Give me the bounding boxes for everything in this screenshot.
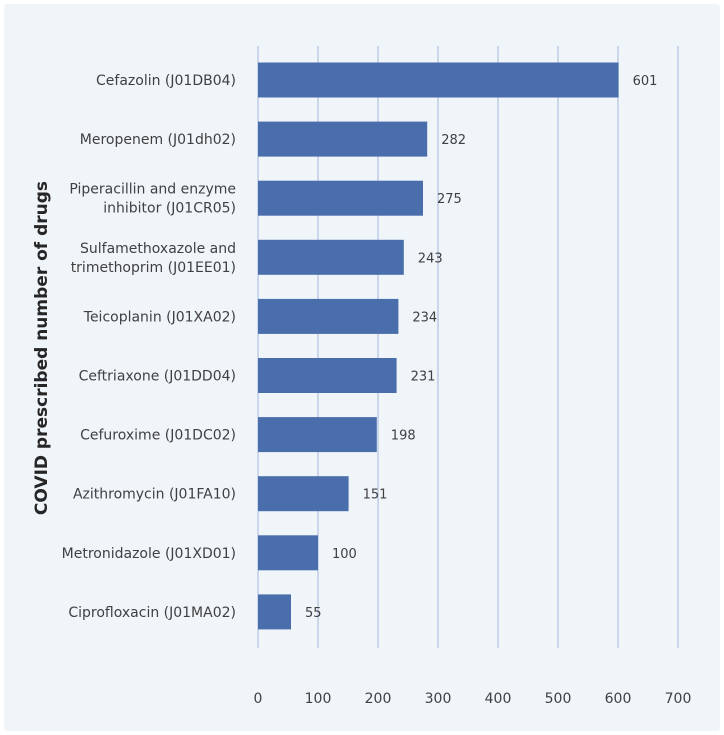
x-tick-label: 0 bbox=[254, 691, 263, 707]
category-label: trimethoprim (J01EE01) bbox=[71, 260, 236, 276]
x-tick-label: 500 bbox=[545, 691, 572, 707]
data-label: 243 bbox=[418, 251, 443, 266]
x-tick-label: 100 bbox=[305, 691, 332, 707]
x-tick-label: 600 bbox=[605, 691, 632, 707]
category-label: inhibitor (J01CR05) bbox=[103, 201, 236, 217]
data-label: 100 bbox=[332, 547, 357, 562]
category-label: Cefuroxime (J01DC02) bbox=[80, 428, 236, 444]
x-axis-ticks: 0 100 200 300 400 500 600 700 bbox=[254, 691, 692, 707]
category-label: Cefazolin (J01DB04) bbox=[96, 73, 236, 89]
y-axis-label: COVID prescribed number of drugs bbox=[32, 181, 52, 515]
bar bbox=[258, 239, 404, 275]
bar bbox=[258, 476, 349, 512]
category-labels: Cefazolin (J01DB04) Meropenem (J01dh02) Pi… bbox=[62, 73, 236, 621]
category-label: Azithromycin (J01FA10) bbox=[73, 487, 236, 503]
data-label: 151 bbox=[363, 488, 388, 503]
x-tick-label: 700 bbox=[665, 691, 692, 707]
data-label: 234 bbox=[412, 310, 437, 325]
bar bbox=[258, 358, 397, 393]
data-label: 282 bbox=[441, 133, 466, 148]
data-label: 55 bbox=[305, 606, 322, 621]
bar bbox=[258, 535, 318, 571]
category-label: Piperacillin and enzyme bbox=[69, 182, 236, 198]
x-tick-label: 400 bbox=[485, 691, 512, 707]
data-label: 231 bbox=[411, 370, 436, 385]
bars bbox=[258, 62, 619, 630]
bar bbox=[258, 298, 399, 334]
bar bbox=[258, 417, 377, 453]
x-tick-label: 200 bbox=[365, 691, 392, 707]
bar bbox=[258, 180, 423, 216]
category-label: Ceftriaxone (J01DD04) bbox=[79, 369, 236, 385]
data-label: 198 bbox=[391, 429, 416, 444]
category-label: Ciprofloxacin (J01MA02) bbox=[68, 605, 236, 621]
x-tick-label: 300 bbox=[425, 691, 452, 707]
value-labels: 601 282 275 243 234 231 198 151 100 55 bbox=[305, 74, 657, 621]
category-label: Meropenem (J01dh02) bbox=[80, 132, 236, 148]
bar bbox=[258, 62, 619, 98]
category-label: Metronidazole (J01XD01) bbox=[62, 546, 236, 562]
bar bbox=[258, 121, 428, 157]
data-label: 601 bbox=[633, 74, 658, 89]
category-label: Teicoplanin (J01XA02) bbox=[83, 309, 236, 325]
data-label: 275 bbox=[437, 192, 462, 207]
bar bbox=[258, 594, 291, 630]
category-label: Sulfamethoxazole and bbox=[80, 241, 236, 257]
